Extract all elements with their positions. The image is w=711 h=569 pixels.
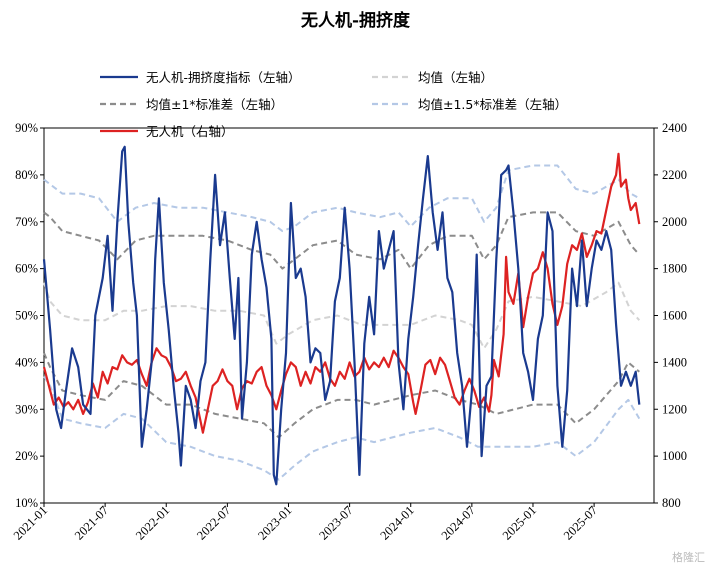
- y-left-tick-label: 10%: [15, 496, 38, 510]
- watermark: 格隆汇: [672, 551, 705, 564]
- y-right-tick-label: 1200: [662, 402, 687, 416]
- y-left-tick-label: 30%: [15, 402, 38, 416]
- y-left-tick-label: 70%: [15, 215, 38, 229]
- legend-label: 均值±1.5*标准差（左轴）: [418, 97, 567, 112]
- series-line-3: [43, 211, 641, 270]
- x-tick-label: 2023-07: [316, 503, 355, 542]
- y-right-tick-label: 2200: [662, 168, 687, 182]
- legend-item: 无人机-拥挤度指标（左轴）: [100, 70, 301, 85]
- x-tick-label: 2024-01: [377, 503, 416, 542]
- series-line-4: [43, 352, 640, 439]
- x-tick-label: 2023-01: [255, 503, 294, 542]
- x-tick-label: 2021-07: [72, 503, 111, 542]
- legend-label: 均值（左轴）: [418, 70, 493, 85]
- series-line-6: [43, 375, 641, 481]
- x-tick-label: 2022-01: [133, 503, 172, 542]
- y-left-tick-label: 20%: [15, 449, 38, 463]
- chart-title: 无人机-拥挤度: [300, 11, 411, 31]
- y-left-tick-label: 90%: [15, 121, 38, 135]
- y-left-tick-label: 40%: [15, 355, 38, 369]
- legend-label: 均值±1*标准差（左轴）: [146, 97, 283, 112]
- legend-item: 均值（左轴）: [372, 70, 493, 85]
- x-tick-label: 2024-07: [439, 503, 478, 542]
- x-tick-label: 2025-01: [500, 503, 539, 542]
- series-line-0: [42, 145, 641, 486]
- legend-label: 无人机（右轴）: [146, 124, 234, 139]
- y-right-tick-label: 2400: [662, 121, 687, 135]
- x-tick-label: 2022-07: [194, 503, 233, 542]
- x-tick-label: 2025-07: [561, 503, 600, 542]
- series-line-2: [43, 281, 641, 350]
- legend-label: 无人机-拥挤度指标（左轴）: [146, 70, 301, 85]
- y-right-tick-label: 1400: [662, 355, 687, 369]
- y-right-tick-label: 1800: [662, 262, 687, 276]
- y-right-tick-label: 800: [662, 496, 681, 510]
- legend-item: 均值±1*标准差（左轴）: [100, 97, 283, 112]
- y-right-tick-label: 1000: [662, 449, 687, 463]
- series-line-5: [43, 164, 640, 233]
- y-left-tick-label: 60%: [15, 262, 38, 276]
- y-left-tick-label: 50%: [15, 309, 38, 323]
- y-left-tick-label: 80%: [15, 168, 38, 182]
- y-right-tick-label: 1600: [662, 309, 687, 323]
- y-right-tick-label: 2000: [662, 215, 687, 229]
- legend-item: 均值±1.5*标准差（左轴）: [372, 97, 567, 112]
- legend-item: 无人机（右轴）: [100, 124, 234, 139]
- series-line-1: [42, 152, 641, 434]
